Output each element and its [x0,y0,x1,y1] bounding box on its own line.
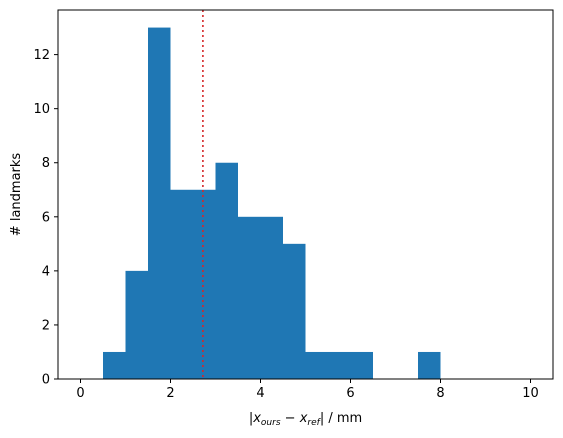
histogram-bar [125,270,148,379]
x-axis-label: |xours − xref| / mm [249,411,362,428]
x-tick-label: 4 [256,386,264,401]
bars-group [103,27,441,379]
x-tick-label: 2 [166,386,174,401]
y-tick-label: 12 [33,48,50,63]
axes-frame [57,9,554,380]
histogram-bar [260,216,283,379]
histogram-bar [148,27,171,379]
y-tick-label: 8 [42,156,50,171]
histogram-bar [193,189,216,379]
histogram-bar [328,351,351,379]
histogram-bar [238,216,261,379]
y-axis-label: # landmarks [9,153,24,237]
histogram-bar [350,351,373,379]
histogram-bar [283,243,306,379]
y-ticks-group: 0 2 4 6 8 10 12 [33,48,58,388]
histogram-bar [305,351,328,379]
y-tick-label: 0 [42,373,50,388]
histogram-bar [418,351,441,379]
y-tick-label: 10 [33,102,50,117]
histogram-bar [215,162,238,379]
y-tick-label: 2 [42,318,50,333]
x-tick-label: 0 [76,386,84,401]
x-tick-label: 6 [346,386,354,401]
y-tick-label: 6 [42,210,50,225]
histogram-bar [170,189,193,379]
x-tick-label: 10 [522,386,539,401]
y-tick-label: 4 [42,264,50,279]
x-ticks-group: 0 2 4 6 8 10 [76,379,539,401]
x-tick-label: 8 [436,386,444,401]
histogram-bar [103,351,126,379]
